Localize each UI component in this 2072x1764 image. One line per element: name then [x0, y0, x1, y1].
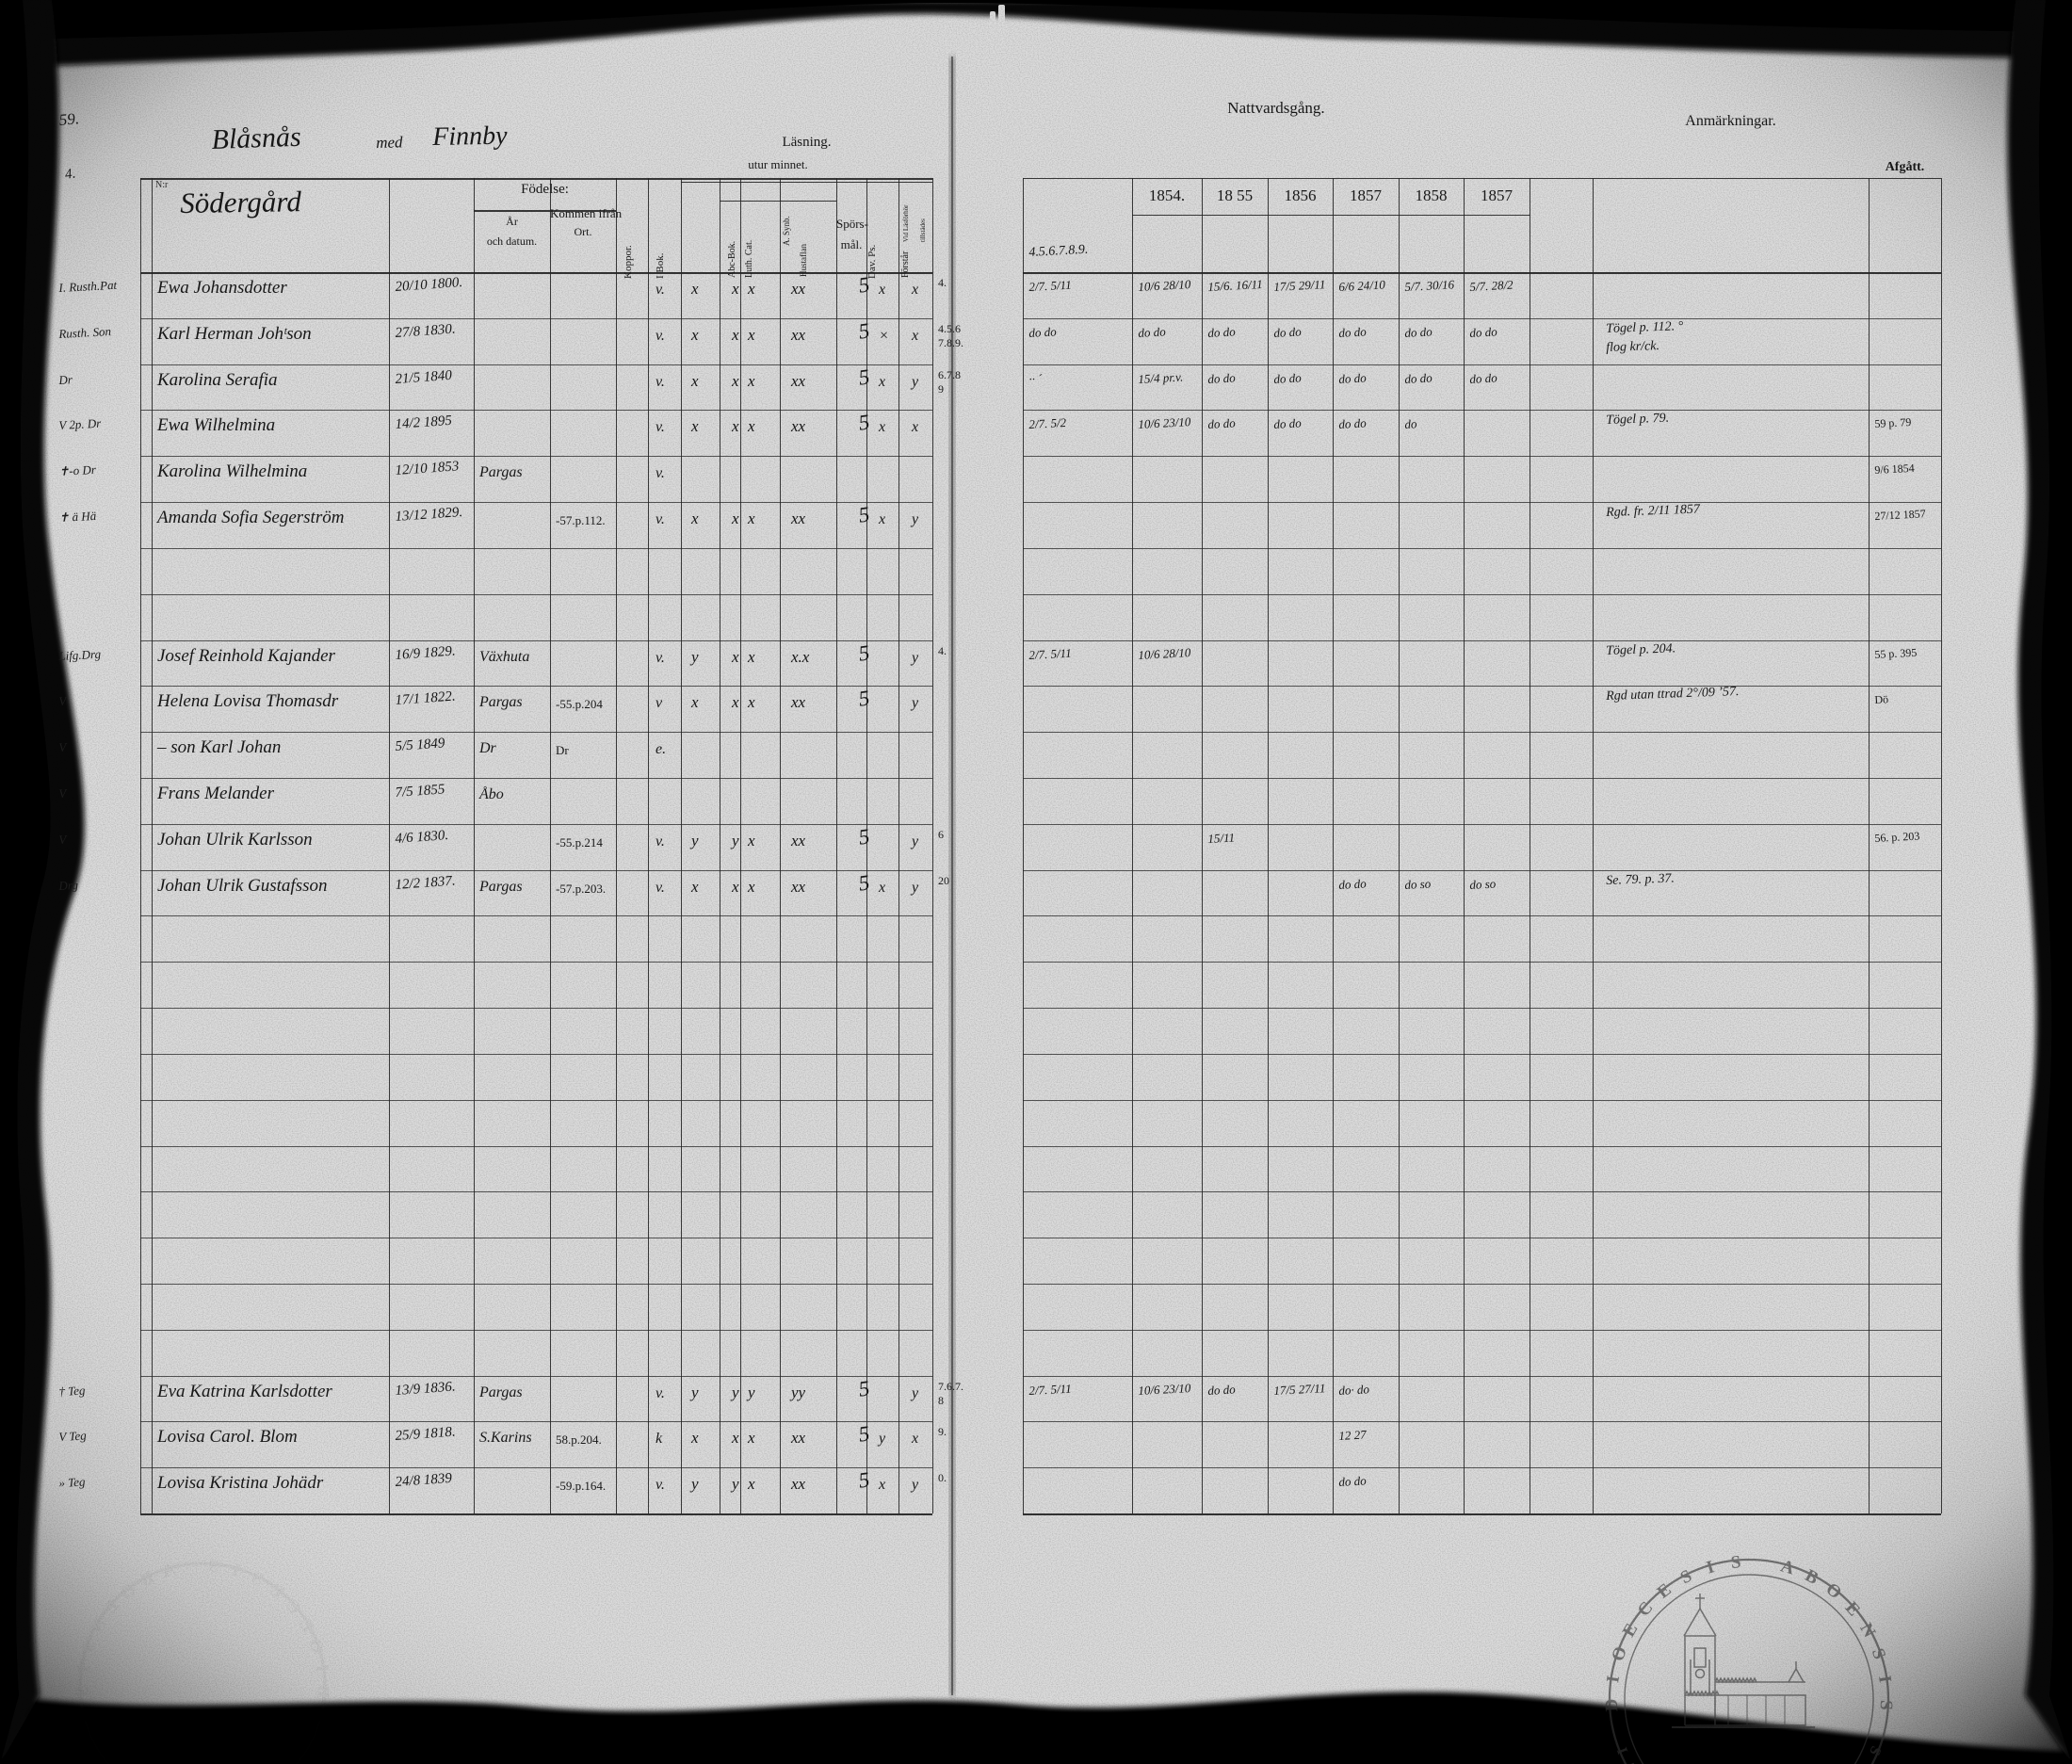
svg-text:E: E [1619, 1620, 1643, 1641]
svg-text:I: I [1874, 1675, 1895, 1684]
svg-text:I: I [230, 1561, 242, 1581]
svg-text:S: S [1677, 1566, 1695, 1589]
svg-text:D: D [1602, 1698, 1623, 1712]
svg-text:S: S [249, 1568, 267, 1591]
svg-text:S: S [73, 1686, 92, 1697]
svg-text:S: S [78, 1639, 100, 1655]
svg-text:A: A [1778, 1556, 1796, 1578]
svg-text:D: D [313, 1684, 333, 1698]
svg-text:S: S [1868, 1646, 1889, 1662]
svg-text:S: S [1876, 1700, 1896, 1711]
svg-text:O: O [304, 1637, 328, 1657]
svg-text:A: A [159, 1560, 177, 1582]
svg-text:I: I [311, 1663, 332, 1673]
svg-text:I: I [73, 1663, 94, 1673]
svg-text:S: S [1730, 1552, 1742, 1573]
svg-text:I: I [1603, 1675, 1624, 1684]
svg-text:O: O [1608, 1644, 1631, 1664]
svg-text:N: N [1855, 1620, 1879, 1642]
svg-text:S: S [208, 1556, 220, 1577]
svg-text:I: I [1705, 1557, 1717, 1578]
